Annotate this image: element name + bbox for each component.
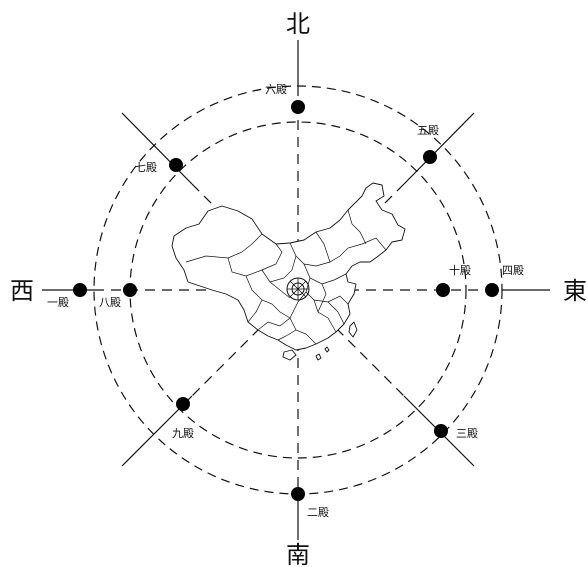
ne-axis-solid (403, 112, 475, 185)
direction-north: 北 (286, 10, 310, 38)
hall-dot-10 (436, 283, 450, 297)
hall-dot-2 (291, 487, 305, 501)
hall-label-4: 四殿 (502, 264, 524, 277)
direction-south: 南 (286, 541, 310, 567)
hall-label-7: 七殿 (135, 161, 157, 174)
hall-label-9: 九殿 (172, 427, 194, 440)
hall-label-2: 二殿 (307, 506, 329, 519)
hall-dot-3 (434, 424, 448, 438)
hall-dot-1 (73, 283, 87, 297)
china-map (171, 182, 406, 361)
hall-label-10: 十殿 (449, 263, 471, 277)
hall-label-3: 三殿 (456, 427, 478, 440)
center-emblem (286, 277, 310, 301)
hall-dot-5 (423, 150, 437, 164)
direction-east: 東 (563, 277, 587, 305)
hall-dot-9 (176, 397, 190, 411)
hall-dot-6 (291, 100, 305, 114)
hall-label-6: 六殿 (265, 83, 287, 96)
hall-dot-4 (485, 283, 499, 297)
direction-west: 西 (10, 277, 34, 305)
hall-dot-8 (123, 283, 137, 297)
hall-label-5: 五殿 (417, 124, 439, 137)
nw-axis-solid (121, 112, 193, 185)
hall-label-1: 一殿 (47, 296, 69, 309)
hall-label-8: 八殿 (99, 296, 121, 309)
hall-dot-7 (169, 158, 183, 172)
